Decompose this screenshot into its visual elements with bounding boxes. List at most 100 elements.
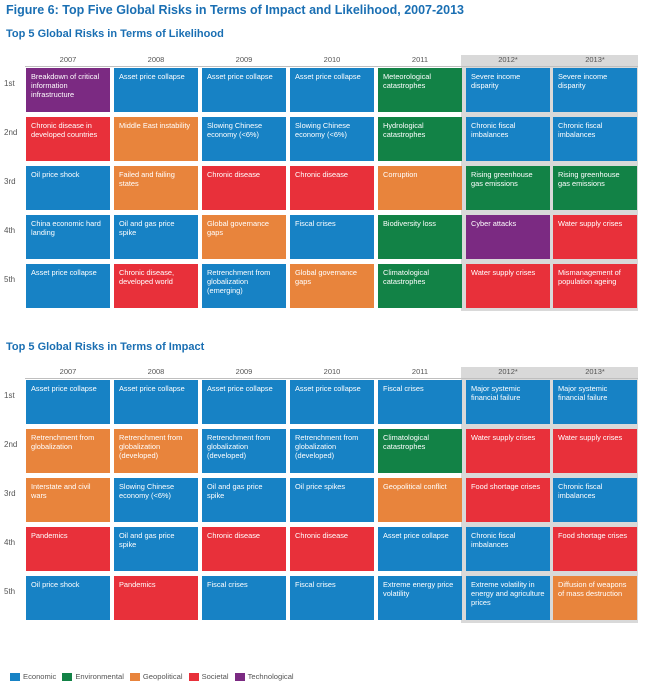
risk-cell: Chronic disease	[202, 166, 286, 210]
risk-cell: Global governance gaps	[290, 264, 374, 308]
risk-cell: Slowing Chinese economy (<6%)	[202, 117, 286, 161]
risk-cell: Climatological catastrophes	[378, 264, 462, 308]
risk-cell: Fiscal crises	[378, 380, 462, 424]
year-header: 2013*	[585, 55, 605, 64]
figure-title: Figure 6: Top Five Global Risks in Terms…	[6, 3, 464, 17]
risk-cell: Extreme energy price volatility	[378, 576, 462, 620]
risk-cell: Corruption	[378, 166, 462, 210]
risk-cell: Retrenchment from globalization (develop…	[202, 429, 286, 473]
risk-cell: Chronic fiscal imbalances	[553, 117, 637, 161]
year-header: 2010	[323, 367, 341, 376]
risk-cell: Slowing Chinese economy (<6%)	[290, 117, 374, 161]
impact-matrix: 2007 2008 2009 2010 2011 2012* 2013* 1st 2nd 3rd 4…	[0, 367, 645, 625]
year-header: 2009	[235, 367, 253, 376]
risk-cell: Oil price shock	[26, 166, 110, 210]
legend-label: Societal	[201, 672, 229, 681]
rank-label: 1st	[4, 391, 15, 400]
header-rule	[25, 378, 638, 379]
risk-cell: Chronic disease	[290, 166, 374, 210]
risk-cell: Hydrological catastrophes	[378, 117, 462, 161]
legend-label: Technological	[247, 672, 294, 681]
risk-cell: China economic hard landing	[26, 215, 110, 259]
risk-cell: Major systemic financial failure	[553, 380, 637, 424]
legend-swatch	[188, 672, 199, 681]
year-header: 2007	[59, 55, 77, 64]
legend-item: Environmental	[62, 672, 124, 681]
risk-cell: Mismanagement of population ageing	[553, 264, 637, 308]
risk-cell: Pandemics	[26, 527, 110, 571]
year-header: 2012*	[498, 55, 518, 64]
rank-label: 5th	[4, 587, 16, 596]
risk-cell: Asset price collapse	[290, 380, 374, 424]
risk-cell: Rising greenhouse gas emissions	[466, 166, 550, 210]
legend-item: Societal	[188, 672, 229, 681]
risk-cell: Middle East instability	[114, 117, 198, 161]
year-header: 2012*	[498, 367, 518, 376]
risk-cell: Asset price collapse	[202, 380, 286, 424]
risk-cell: Oil price shock	[26, 576, 110, 620]
risk-cell: Water supply crises	[553, 429, 637, 473]
risk-cell: Retrenchment from globalization (develop…	[290, 429, 374, 473]
year-header: 2011	[411, 367, 429, 376]
risk-cell: Chronic disease	[290, 527, 374, 571]
risk-cell: Water supply crises	[466, 264, 550, 308]
risk-cell: Rising greenhouse gas emissions	[553, 166, 637, 210]
risk-cell: Slowing Chinese economy (<6%)	[114, 478, 198, 522]
risk-cell: Major systemic financial failure	[466, 380, 550, 424]
risk-cell: Fiscal crises	[202, 576, 286, 620]
risk-cell: Interstate and civil wars	[26, 478, 110, 522]
rank-label: 2nd	[4, 128, 18, 137]
risk-cell: Extreme volatility in energy and agricul…	[466, 576, 550, 620]
risk-cell: Chronic disease in developed countries	[26, 117, 110, 161]
rank-label: 4th	[4, 538, 16, 547]
risk-cell: Food shortage crises	[466, 478, 550, 522]
risk-cell: Climatological catastrophes	[378, 429, 462, 473]
risk-cell: Water supply crises	[553, 215, 637, 259]
risk-cell: Chronic fiscal imbalances	[553, 478, 637, 522]
rank-label: 5th	[4, 275, 16, 284]
year-header: 2010	[323, 55, 341, 64]
risk-cell: Oil and gas price spike	[114, 215, 198, 259]
legend-swatch	[234, 672, 245, 681]
risk-cell: Fiscal crises	[290, 215, 374, 259]
risk-cell: Retrenchment from globalization	[26, 429, 110, 473]
year-header: 2007	[59, 367, 77, 376]
risk-cell: Chronic disease, developed world	[114, 264, 198, 308]
risk-cell: Asset price collapse	[114, 68, 198, 112]
risk-cell: Fiscal crises	[290, 576, 374, 620]
risk-cell: Water supply crises	[466, 429, 550, 473]
category-legend: Economic Environmental Geopolitical Societa…	[10, 672, 300, 683]
risk-cell: Chronic disease	[202, 527, 286, 571]
legend-swatch	[10, 672, 20, 681]
risk-cell: Breakdown of critical information infras…	[26, 68, 110, 112]
year-header: 2008	[147, 367, 165, 376]
risk-cell: Geopolitical conflict	[378, 478, 462, 522]
rank-label: 2nd	[4, 440, 18, 449]
risk-cell: Asset price collapse	[26, 264, 110, 308]
risk-cell: Oil and gas price spike	[202, 478, 286, 522]
year-header: 2013*	[585, 367, 605, 376]
legend-label: Geopolitical	[142, 672, 183, 681]
risk-cell: Oil price spikes	[290, 478, 374, 522]
rank-label: 4th	[4, 226, 16, 235]
year-header: 2011	[411, 55, 429, 64]
legend-item: Economic	[10, 672, 56, 681]
risk-cell: Asset price collapse	[378, 527, 462, 571]
risk-cell: Retrenchment from globalization (emergin…	[202, 264, 286, 308]
risk-cell: Diffusion of weapons of mass destruction	[553, 576, 637, 620]
risk-cell: Biodiversity loss	[378, 215, 462, 259]
legend-item: Geopolitical	[129, 672, 183, 681]
risk-cell: Retrenchment from globalization (develop…	[114, 429, 198, 473]
risk-cell: Meteorological catastrophes	[378, 68, 462, 112]
risk-cell: Asset price collapse	[26, 380, 110, 424]
legend-item: Technological	[234, 672, 294, 681]
risk-cell: Cyber attacks	[466, 215, 550, 259]
risk-cell: Food shortage crises	[553, 527, 637, 571]
risk-cell: Pandemics	[114, 576, 198, 620]
year-header: 2008	[147, 55, 165, 64]
risk-cell: Failed and failing states	[114, 166, 198, 210]
risk-cell: Chronic fiscal imbalances	[466, 527, 550, 571]
impact-section-title: Top 5 Global Risks in Terms of Impact	[6, 341, 205, 353]
risk-cell: Severe income disparity	[553, 68, 637, 112]
risk-cell: Asset price collapse	[290, 68, 374, 112]
